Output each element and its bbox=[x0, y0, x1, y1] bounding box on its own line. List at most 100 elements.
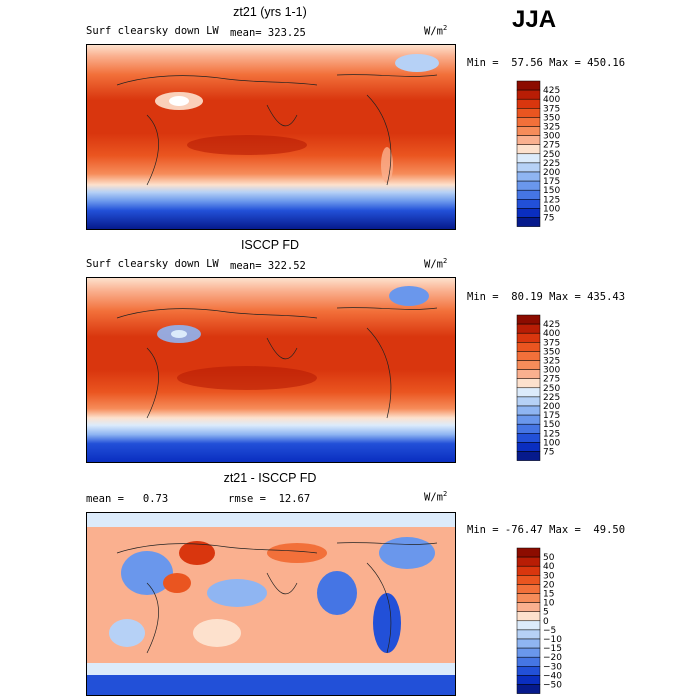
colorbar-tick-label: 100 bbox=[543, 438, 560, 448]
colorbar-tick-label: −50 bbox=[543, 681, 562, 691]
colorbar-tick-label: 250 bbox=[543, 150, 560, 160]
colorbar-swatch bbox=[516, 189, 541, 200]
colorbar-swatch bbox=[516, 666, 541, 676]
colorbar-swatch bbox=[516, 80, 541, 91]
panel-2-field bbox=[87, 278, 455, 462]
panel-2-units: W/m2 bbox=[424, 257, 448, 271]
colorbar-tick-label: 175 bbox=[543, 411, 560, 421]
colorbar-swatch bbox=[516, 451, 541, 461]
colorbar-tick-label: 250 bbox=[543, 384, 560, 394]
panel-2-map bbox=[86, 277, 456, 463]
colorbar-swatch bbox=[516, 647, 541, 658]
panel-2-variable-label: Surf clearsky down LW bbox=[86, 258, 219, 270]
colorbar-swatch bbox=[516, 369, 541, 379]
colorbar-tick-label: 425 bbox=[543, 86, 560, 96]
season-label: JJA bbox=[512, 6, 557, 33]
colorbar-swatch bbox=[516, 593, 541, 603]
colorbar-swatch bbox=[516, 565, 541, 576]
colorbar-tick-label: 20 bbox=[543, 580, 555, 590]
colorbar-tick-label: 200 bbox=[543, 402, 560, 412]
colorbar-tick-label: 100 bbox=[543, 204, 560, 214]
panel-3-units: W/m2 bbox=[424, 490, 448, 504]
colorbar-tick-label: 400 bbox=[543, 329, 560, 339]
colorbar-swatch bbox=[516, 620, 541, 631]
panel-2-mean: mean= 322.52 bbox=[230, 260, 306, 272]
colorbar-tick-label: 225 bbox=[543, 159, 560, 169]
colorbar-swatch bbox=[516, 575, 541, 585]
colorbar-swatch bbox=[516, 360, 541, 370]
colorbar-tick-label: 5 bbox=[543, 608, 549, 618]
colorbar-swatch bbox=[516, 638, 541, 649]
colorbar-swatch bbox=[516, 602, 541, 612]
colorbar-tick-label: −40 bbox=[543, 671, 562, 681]
panel-3-rmse: rmse = 12.67 bbox=[228, 493, 311, 505]
panel-1-title: zt21 (yrs 1-1) bbox=[233, 5, 307, 19]
colorbar-swatch bbox=[516, 217, 541, 227]
colorbar-swatch bbox=[516, 117, 541, 127]
colorbar-tick-label: 150 bbox=[543, 186, 560, 196]
colorbar-swatch bbox=[516, 405, 541, 416]
panel-1-colorbar: 425 400 375 350 325 300 275 250 225 200 175 150 125 1… bbox=[516, 80, 577, 229]
colorbar-swatch bbox=[516, 684, 541, 694]
panel-1-map bbox=[86, 44, 456, 230]
colorbar-swatch bbox=[516, 144, 541, 155]
colorbar-tick-label: 15 bbox=[543, 590, 554, 600]
colorbar-tick-label: −15 bbox=[543, 644, 562, 654]
panel-2-colorbar-svg: 4254003753503253002752502252001751501251… bbox=[516, 314, 560, 461]
panel-1-units: W/m2 bbox=[424, 24, 448, 38]
colorbar-swatch bbox=[516, 629, 541, 640]
colorbar-swatch bbox=[516, 414, 541, 425]
panel-3-minmax: Min = -76.47 Max = 49.50 bbox=[467, 524, 626, 536]
colorbar-tick-label: 375 bbox=[543, 104, 560, 114]
panel-2-colorbar: 425 400 375 350 325 300 275 250 225 200 175 150 125 1… bbox=[516, 314, 577, 463]
colorbar-tick-label: 225 bbox=[543, 393, 560, 403]
panel-2-title: ISCCP FD bbox=[240, 238, 300, 252]
colorbar-swatch bbox=[516, 162, 541, 173]
colorbar-swatch bbox=[516, 611, 541, 622]
colorbar-swatch bbox=[516, 208, 541, 218]
colorbar-swatch bbox=[516, 547, 541, 558]
colorbar-tick-label: 275 bbox=[543, 141, 560, 151]
panel-1-variable-label: Surf clearsky down LW bbox=[86, 25, 219, 37]
colorbar-tick-label: 350 bbox=[543, 347, 560, 357]
panel-1-field bbox=[87, 45, 455, 229]
colorbar-tick-label: 300 bbox=[543, 366, 560, 376]
colorbar-tick-label: 175 bbox=[543, 177, 560, 187]
colorbar-swatch bbox=[516, 423, 541, 434]
colorbar-swatch bbox=[516, 153, 541, 164]
colorbar-tick-label: 50 bbox=[543, 553, 555, 563]
colorbar-tick-label: 425 bbox=[543, 320, 560, 330]
panel-1-colorbar-svg: 4254003753503253002752502252001751501251… bbox=[516, 80, 560, 227]
colorbar-swatch bbox=[516, 433, 541, 443]
colorbar-swatch bbox=[516, 675, 541, 685]
colorbar-tick-label: 40 bbox=[543, 562, 555, 572]
panel-1-mean: mean= 323.25 bbox=[230, 27, 306, 39]
panel-3-map bbox=[86, 512, 456, 696]
colorbar-swatch bbox=[516, 171, 541, 182]
colorbar-tick-label: 400 bbox=[543, 95, 560, 105]
colorbar-swatch bbox=[516, 180, 541, 191]
colorbar-tick-label: 125 bbox=[543, 429, 560, 439]
colorbar-tick-label: 30 bbox=[543, 571, 555, 581]
colorbar-swatch bbox=[516, 584, 541, 594]
panel-3-colorbar: 50 40 30 20 15 10 5 0 −5 −10 −15 −20 −30 −40 −50 bbox=[516, 547, 577, 696]
colorbar-swatch bbox=[516, 656, 541, 667]
colorbar-swatch bbox=[516, 332, 541, 343]
colorbar-swatch bbox=[516, 89, 541, 100]
colorbar-tick-label: 275 bbox=[543, 375, 560, 385]
colorbar-swatch bbox=[516, 323, 541, 334]
colorbar-swatch bbox=[516, 135, 541, 145]
colorbar-tick-label: 75 bbox=[543, 214, 554, 224]
colorbar-tick-label: −10 bbox=[543, 635, 562, 645]
colorbar-swatch bbox=[516, 199, 541, 209]
colorbar-tick-label: 10 bbox=[543, 599, 555, 609]
panel-3-mean: mean = 0.73 bbox=[86, 493, 169, 505]
colorbar-swatch bbox=[516, 98, 541, 109]
colorbar-tick-label: −5 bbox=[543, 626, 556, 636]
colorbar-swatch bbox=[516, 314, 541, 325]
colorbar-swatch bbox=[516, 351, 541, 361]
colorbar-swatch bbox=[516, 442, 541, 452]
panel-3-field bbox=[87, 513, 455, 695]
panel-3-title: zt21 - ISCCP FD bbox=[223, 471, 317, 485]
